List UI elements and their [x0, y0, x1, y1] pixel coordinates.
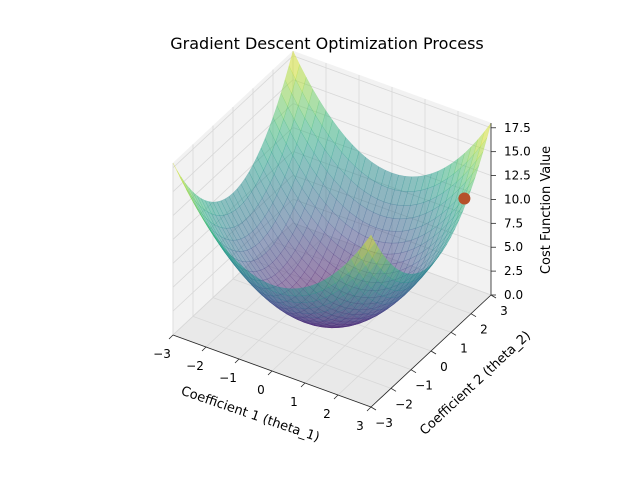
x-tick-mark	[333, 394, 339, 400]
x-tick-label: −3	[153, 347, 171, 361]
y-tick-label: 1	[460, 341, 468, 355]
x-tick-mark	[300, 382, 306, 388]
y-tick-mark	[430, 350, 437, 355]
z-tick-label: 15.0	[504, 145, 531, 159]
x-tick-label: 1	[290, 395, 298, 409]
grid-line-z-left	[172, 55, 294, 169]
y-tick-label: −2	[395, 397, 413, 411]
y-tick-mark	[470, 313, 477, 318]
x-axis-label: Coefficient 1 (theta_1)	[179, 384, 322, 446]
cost-surface	[172, 50, 492, 329]
y-tick-mark	[390, 387, 397, 392]
grid-line-z-back	[292, 79, 492, 153]
grid-line-z-left	[172, 79, 294, 192]
y-tick-mark	[410, 369, 417, 374]
z-tick-label: 7.5	[504, 216, 523, 230]
y-tick-label: 2	[480, 323, 488, 337]
z-tick-label: 17.5	[504, 121, 531, 135]
x-tick-label: 2	[323, 407, 331, 421]
y-tick-mark	[490, 294, 497, 299]
chart-title: Gradient Descent Optimization Process	[170, 34, 484, 53]
surface-patch	[364, 234, 376, 252]
z-tick-label: 5.0	[504, 240, 523, 254]
z-tick-label: 0.0	[504, 288, 523, 302]
descent-point	[458, 192, 471, 205]
x-tick-mark	[366, 406, 372, 412]
x-tick-label: 3	[356, 419, 364, 433]
x-tick-mark	[234, 358, 240, 364]
z-tick-label: 10.0	[504, 192, 531, 206]
grid-line-z-back	[292, 55, 492, 129]
y-tick-label: 0	[440, 360, 448, 374]
x-tick-label: −1	[219, 371, 237, 385]
y-tick-mark	[370, 406, 377, 411]
z-tick-label: 2.5	[504, 264, 523, 278]
x-tick-label: 0	[257, 383, 265, 397]
y-tick-mark	[450, 331, 457, 336]
x-tick-label: −2	[186, 359, 204, 373]
x-tick-mark	[201, 346, 207, 352]
grid-line-y-floor	[212, 297, 412, 371]
z-axis-label: Cost Function Value	[539, 146, 554, 274]
y-tick-label: −3	[375, 416, 393, 430]
x-tick-mark	[267, 370, 273, 376]
y-tick-label: 3	[500, 304, 508, 318]
y-tick-label: −1	[415, 379, 433, 393]
descent-points	[458, 192, 471, 205]
z-tick-label: 12.5	[504, 169, 531, 183]
x-tick-mark	[168, 334, 174, 340]
grid-line-y-floor	[192, 315, 392, 389]
